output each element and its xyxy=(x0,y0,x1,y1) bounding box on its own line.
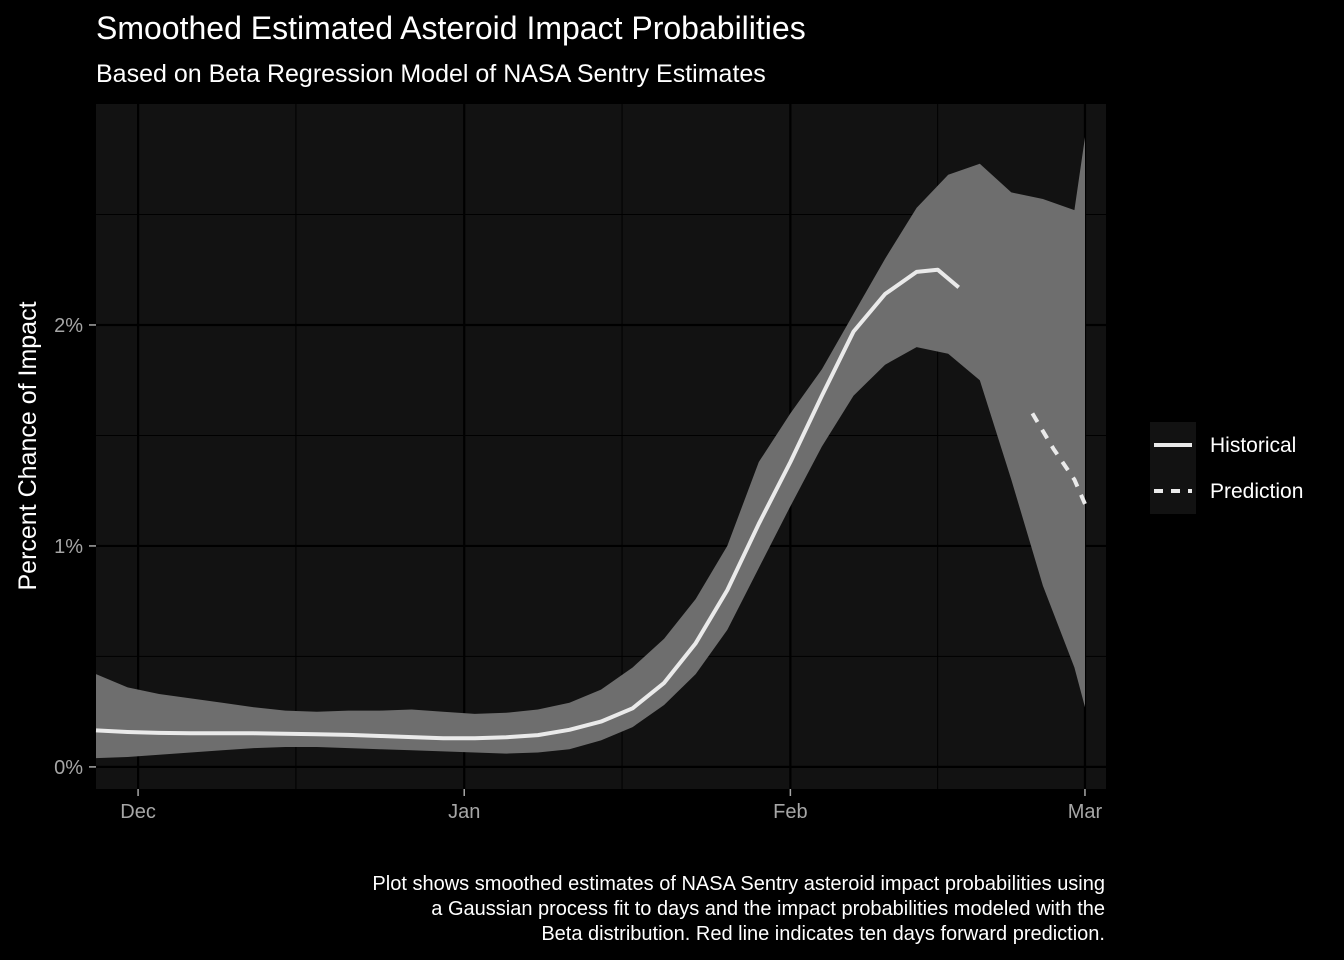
legend: Historical Prediction xyxy=(1150,422,1303,514)
series-line-historical xyxy=(95,267,960,741)
y-tick-label: 2% xyxy=(54,315,83,337)
major-gridlines xyxy=(96,104,1106,789)
legend-label-prediction: Prediction xyxy=(1210,480,1303,503)
chart-title: Smoothed Estimated Asteroid Impact Proba… xyxy=(96,10,806,46)
legend-label-historical: Historical xyxy=(1210,434,1296,457)
caption-line-1: Plot shows smoothed estimates of NASA Se… xyxy=(372,873,1105,895)
series-layer xyxy=(95,267,1087,741)
confidence-ribbon xyxy=(96,137,1085,759)
x-tick-label: Jan xyxy=(448,801,480,823)
x-tick-label: Dec xyxy=(120,801,156,823)
y-axis-title: Percent Chance of Impact xyxy=(14,301,42,590)
series-line-prediction xyxy=(1030,412,1087,505)
minor-gridlines xyxy=(96,104,1106,789)
y-tick-label: 1% xyxy=(54,536,83,558)
x-axis: Dec Jan Feb Mar xyxy=(120,789,1103,823)
x-tick-label: Mar xyxy=(1068,801,1103,823)
y-tick-label: 0% xyxy=(54,757,83,779)
caption-line-3: Beta distribution. Red line indicates te… xyxy=(541,923,1105,945)
y-axis: 0% 1% 2% xyxy=(54,315,96,779)
chart-subtitle: Based on Beta Regression Model of NASA S… xyxy=(96,60,766,88)
caption-line-2: a Gaussian process fit to days and the i… xyxy=(431,898,1105,920)
x-tick-label: Feb xyxy=(773,801,807,823)
